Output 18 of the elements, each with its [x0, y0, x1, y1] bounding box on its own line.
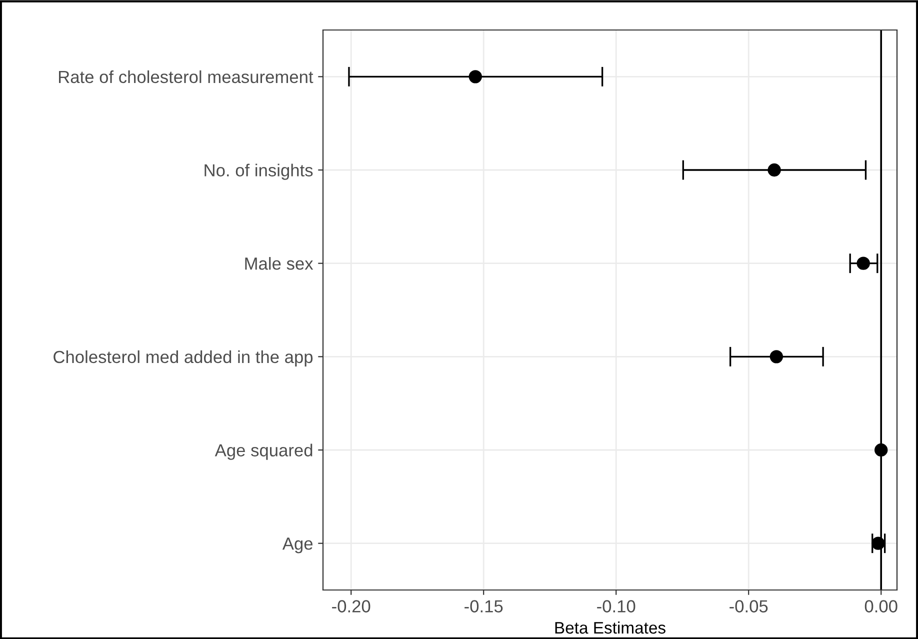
point: [768, 163, 781, 177]
point: [468, 70, 482, 84]
y-tick-label: Rate of cholesterol measurement: [59, 70, 314, 84]
y-tick-label: Age: [282, 538, 313, 554]
point: [872, 536, 885, 550]
x-tick-label: -0.20: [332, 600, 370, 612]
y-tick-label: Age squared: [214, 444, 312, 460]
y-tick-label: No. of insights: [204, 164, 313, 180]
point: [874, 443, 888, 457]
x-axis-title: Beta Estimates: [555, 621, 666, 634]
point: [856, 256, 870, 270]
point: [770, 350, 784, 364]
x-tick-label: 0.00: [864, 600, 898, 612]
x-tick-label: -0.05: [730, 600, 768, 612]
y-tick-label: Male sex: [245, 257, 314, 270]
x-tick-label: -0.15: [464, 600, 503, 612]
y-tick-label: Cholesterol med added in the app: [54, 350, 313, 367]
x-tick-label: -0.10: [597, 600, 636, 612]
